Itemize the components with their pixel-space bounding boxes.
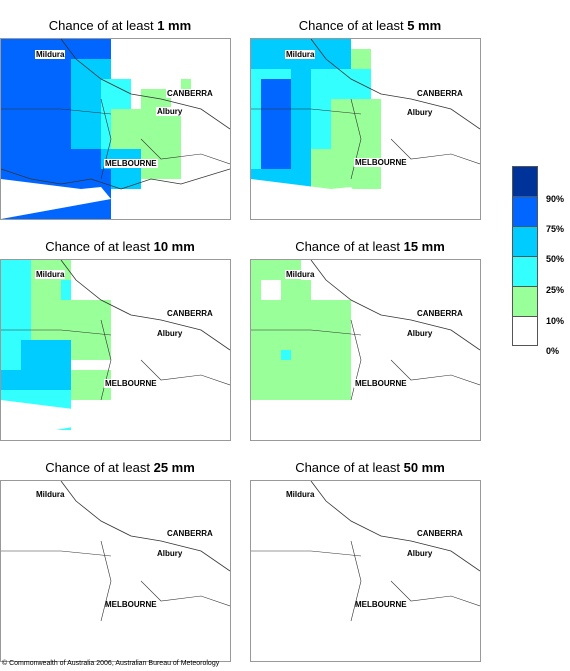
city-melbourne-50mm: MELBOURNE (355, 600, 407, 609)
panel-title-50mm: Chance of at least 50 mm (295, 460, 445, 475)
city-melbourne-15mm: MELBOURNE (354, 379, 408, 388)
map-10mm (0, 259, 231, 441)
city-melbourne-5mm: MELBOURNE (354, 158, 408, 167)
city-canberra-1mm: CANBERRA (166, 89, 214, 98)
map-10mm-svg (1, 260, 230, 440)
city-mildura-5mm: Mildura (285, 50, 316, 59)
legend-colorbar (512, 166, 538, 346)
city-canberra-25mm: CANBERRA (167, 529, 213, 538)
city-albury-10mm: Albury (156, 329, 184, 338)
legend-label-0: 0% (546, 346, 560, 356)
city-melbourne-25mm: MELBOURNE (105, 600, 157, 609)
legend-swatch-0 (512, 316, 538, 346)
city-canberra-15mm: CANBERRA (416, 309, 464, 318)
map-25mm (0, 480, 231, 662)
panel-title-10mm: Chance of at least 10 mm (45, 239, 195, 254)
panel-title-15mm: Chance of at least 15 mm (295, 239, 445, 254)
legend-swatch-10 (512, 286, 538, 316)
map-5mm (250, 38, 481, 220)
map-25mm-svg (1, 481, 230, 661)
city-canberra-50mm: CANBERRA (417, 529, 463, 538)
legend-label-10: 10% (546, 316, 565, 326)
map-5mm-svg (251, 39, 480, 219)
legend-swatch-50 (512, 226, 538, 256)
legend-label-90: 90% (546, 194, 565, 204)
map-50mm (250, 480, 481, 662)
map-15mm (250, 259, 481, 441)
map-1mm (0, 38, 231, 220)
city-mildura-15mm: Mildura (285, 270, 316, 279)
panel-title-25mm: Chance of at least 25 mm (45, 460, 195, 475)
copyright-notice: © Commonwealth of Australia 2006, Austra… (2, 660, 220, 667)
city-albury-15mm: Albury (406, 329, 434, 338)
city-albury-25mm: Albury (157, 549, 183, 558)
panel-title-1mm: Chance of at least 1 mm (48, 18, 192, 33)
city-mildura-1mm: Mildura (35, 50, 66, 59)
map-15mm-svg (251, 260, 480, 440)
city-mildura-50mm: Mildura (286, 490, 315, 499)
city-mildura-25mm: Mildura (36, 490, 65, 499)
map-50mm-svg (251, 481, 480, 661)
city-melbourne-10mm: MELBOURNE (104, 379, 158, 388)
city-albury-50mm: Albury (407, 549, 433, 558)
legend-swatch-75 (512, 196, 538, 226)
legend-swatch-90 (512, 166, 538, 196)
legend-label-75: 75% (546, 224, 565, 234)
city-mildura-10mm: Mildura (35, 270, 66, 279)
city-albury-1mm: Albury (156, 107, 184, 116)
city-albury-5mm: Albury (406, 108, 434, 117)
city-melbourne-1mm: MELBOURNE (104, 159, 158, 168)
legend-label-25: 25% (546, 285, 565, 295)
panel-title-5mm: Chance of at least 5 mm (298, 18, 442, 33)
map-1mm-svg (1, 39, 230, 219)
city-canberra-10mm: CANBERRA (166, 309, 214, 318)
city-canberra-5mm: CANBERRA (416, 89, 464, 98)
legend-swatch-25 (512, 256, 538, 286)
legend-label-50: 50% (546, 254, 565, 264)
